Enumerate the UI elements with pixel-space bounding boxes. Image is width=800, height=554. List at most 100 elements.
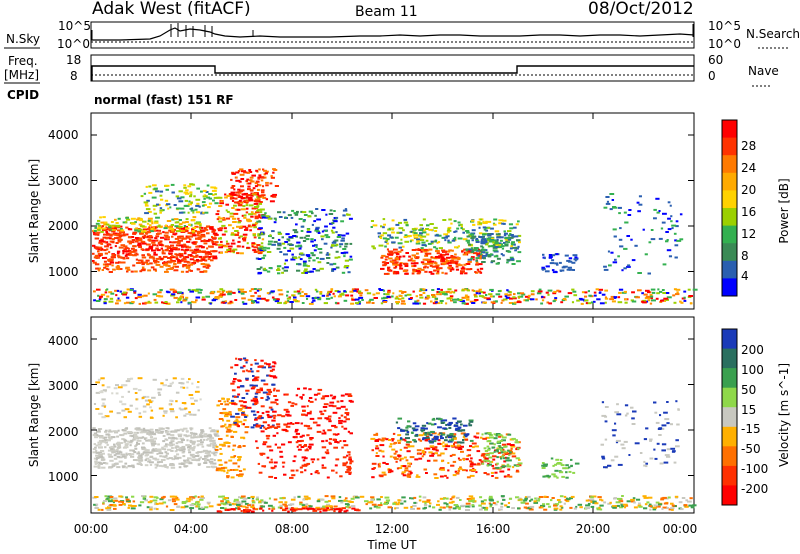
vel-cell-1230	[499, 456, 502, 459]
beam-label: Beam 11	[355, 4, 418, 20]
power-cell-1297	[317, 248, 323, 250]
power-cell-2107	[638, 203, 643, 206]
vel-cell-537	[142, 410, 147, 413]
vel-cell-964	[271, 419, 276, 422]
nsky-label: N.Sky	[6, 32, 40, 46]
power-cell-1998	[485, 253, 488, 256]
vel-cell-1265	[392, 432, 396, 435]
power-cell-1192	[331, 268, 334, 271]
vel-cell-2011	[465, 509, 470, 511]
power-cell-2074	[630, 238, 633, 241]
power-cell-2556	[471, 302, 476, 304]
vel-cell-1383	[509, 444, 515, 446]
power-cell-2097	[612, 261, 618, 264]
vel-cell-530	[135, 407, 139, 410]
vel-cell-897	[341, 425, 344, 428]
power-cell-1551	[429, 223, 434, 225]
power-cell-1172	[300, 230, 304, 232]
nsky-panel: N.Sky 10^5 10^0 10^5 10^0 N.Search	[4, 19, 800, 51]
power-cell-1845	[394, 251, 398, 254]
vel-cell-1707	[601, 457, 606, 460]
vel-cell-740	[217, 400, 222, 403]
power-cell-1847	[479, 257, 483, 260]
power-cell-925	[230, 178, 233, 181]
vel-cell-1921	[260, 505, 266, 508]
power-cell-2658	[109, 297, 114, 300]
vel-cell-1378	[450, 444, 455, 447]
power-cell-2618	[483, 296, 487, 299]
power-cell-290	[145, 259, 150, 262]
vel-cell-1664	[555, 458, 560, 461]
vel-cell-1716	[616, 413, 622, 416]
vel-cell-738	[241, 410, 246, 413]
vel-cell-712	[232, 462, 238, 465]
vel-cell-1197	[469, 465, 474, 468]
power-cell-259	[120, 256, 126, 259]
vel-cell-1048	[328, 438, 333, 441]
vel-cell-1633	[515, 457, 520, 460]
power-cell-2430	[401, 297, 405, 300]
vel-cell-1167	[444, 448, 448, 451]
power-cell-577	[192, 227, 197, 229]
power-cell-1370	[148, 191, 153, 194]
power-cell-2116	[675, 220, 679, 223]
vel-cell-487	[204, 459, 208, 462]
power-cell-2688	[304, 293, 308, 295]
vel-cell-749	[237, 459, 241, 462]
vel-cell-2023	[176, 505, 181, 508]
vel-cell-575	[194, 399, 198, 402]
vel-cell-727	[216, 467, 221, 470]
vel-cell-761	[236, 395, 239, 398]
power-cell-1897	[394, 257, 399, 260]
power-cell-2542	[321, 294, 326, 297]
vel-cell-1015	[283, 473, 287, 476]
vel-cell-1332	[418, 457, 423, 460]
vel-cell-1935	[553, 508, 558, 511]
vel-cell-382	[165, 452, 170, 455]
power-cell-723	[253, 202, 259, 205]
power-cell-1809	[441, 256, 445, 259]
vel-cell-812	[262, 391, 268, 394]
vel-cell-516	[174, 446, 177, 449]
power-cell-2633	[392, 292, 395, 295]
power-cell-521	[155, 216, 160, 219]
power-cell-1757	[417, 267, 422, 270]
power-cell-414	[197, 259, 203, 262]
power-cell-1513	[517, 220, 520, 223]
vel-cell-1865	[542, 503, 546, 506]
vel-cell-436	[100, 441, 103, 444]
power-cell-119	[163, 255, 168, 258]
vel-cell-545	[189, 413, 193, 416]
vel-cell-1402	[406, 475, 411, 478]
vel-cell-476	[133, 431, 138, 434]
vel-cell-2122	[324, 495, 329, 498]
vel-cell-900	[303, 424, 308, 427]
power-cell-2432	[631, 291, 635, 294]
power-cell-1406	[208, 197, 213, 200]
vel-cell-1060	[324, 395, 330, 398]
power-cell-1182	[309, 270, 314, 273]
power-cell-2128	[617, 255, 620, 258]
vel-cell-310	[157, 429, 161, 432]
power-cell-2164	[647, 299, 651, 302]
vel-cell-1827	[370, 496, 375, 499]
power-cell-2369	[319, 292, 323, 295]
vel-cell-212	[170, 434, 175, 437]
power-cell-2477	[553, 299, 557, 301]
vel-cell-81	[164, 430, 168, 432]
vel-cell-926	[314, 471, 318, 474]
vel-cell-584	[182, 386, 186, 389]
power-cell-2471	[604, 301, 607, 304]
power-cell-1814	[438, 267, 443, 270]
power-cell-1003	[258, 168, 261, 171]
power-cell-2103	[676, 239, 682, 242]
power-cell-1175	[287, 214, 292, 217]
power-cell-725	[230, 242, 236, 245]
vel-cell-597	[127, 390, 131, 393]
power-cell-2572	[461, 302, 466, 305]
vel-cell-1488	[445, 424, 448, 426]
power-cell-1997	[493, 255, 499, 258]
vel-cell-1762	[649, 438, 653, 441]
power-cell-1987	[492, 244, 496, 247]
power-cell-1048	[339, 245, 342, 248]
